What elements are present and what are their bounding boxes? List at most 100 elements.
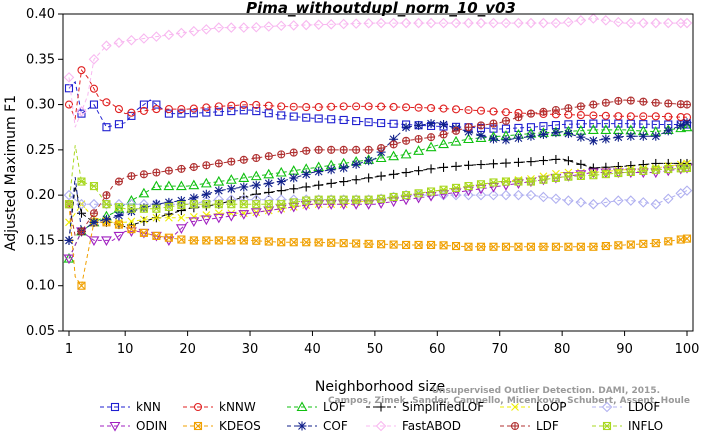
data-point-odin — [275, 204, 287, 215]
legend-marker-loop — [511, 403, 519, 411]
legend-item-inflo: INFLO — [592, 419, 663, 433]
data-point-cof — [364, 156, 374, 166]
data-point-cof — [326, 165, 336, 175]
data-point-odin — [63, 254, 75, 265]
legend-marker-knnw — [193, 402, 203, 412]
data-point-kdeos — [314, 238, 323, 247]
data-point-fastabod — [113, 37, 125, 48]
data-point-kdeos — [539, 242, 548, 251]
data-point-simplifiedlof — [464, 160, 474, 170]
data-point-simplifiedlof — [289, 184, 299, 194]
legend-label-ldf: LDF — [536, 419, 559, 433]
data-point-kdeos — [189, 236, 198, 245]
data-point-knnw — [289, 102, 298, 111]
data-point-simplifiedlof — [576, 159, 586, 169]
data-point-lof — [681, 121, 693, 132]
data-point-ldf — [289, 148, 298, 157]
data-point-fastabod — [213, 22, 225, 33]
data-point-knn — [202, 108, 211, 117]
data-point-inflo — [139, 204, 148, 213]
data-point-fastabod — [662, 17, 674, 29]
data-point-loop — [177, 213, 186, 222]
data-point-lof — [587, 124, 599, 134]
data-point-fastabod — [63, 72, 75, 83]
data-point-knn — [239, 106, 248, 115]
plot-frame — [62, 13, 694, 332]
data-point-simplifiedlof — [563, 156, 573, 166]
data-point-ldof — [201, 196, 212, 207]
data-point-fastabod — [325, 19, 337, 30]
data-point-loop — [214, 209, 223, 218]
data-point-knnw — [189, 104, 198, 113]
data-point-knn — [289, 112, 298, 121]
data-point-loop — [140, 215, 148, 224]
data-point-knnw — [576, 111, 585, 120]
data-point-ldf — [389, 140, 398, 149]
data-point-kdeos — [252, 236, 261, 245]
data-point-knn — [252, 107, 261, 116]
data-point-cof — [501, 135, 511, 145]
data-point-simplifiedlof — [488, 159, 498, 169]
data-point-inflo — [526, 177, 535, 186]
data-point-fastabod — [201, 24, 212, 35]
data-point-knn — [264, 109, 273, 118]
watermark-line-2: Campos, Zimek, Sander, Campello, Micenko… — [328, 396, 690, 406]
data-point-kdeos — [364, 239, 373, 248]
data-point-knnw — [389, 102, 398, 111]
data-point-knn — [364, 118, 373, 127]
data-point-knn — [177, 109, 186, 118]
data-point-cof — [401, 122, 411, 132]
data-point-ldf — [427, 133, 436, 142]
data-point-odin — [363, 200, 375, 210]
data-point-odin — [88, 236, 100, 247]
data-point-simplifiedlof — [76, 208, 86, 218]
data-point-simplifiedlof — [301, 182, 311, 192]
series-knnw — [64, 66, 692, 122]
data-point-cof — [576, 132, 586, 142]
data-point-lof — [213, 175, 225, 186]
data-point-inflo — [352, 195, 361, 204]
data-point-cof — [339, 163, 349, 173]
data-point-fastabod — [525, 17, 537, 29]
data-point-fastabod — [600, 15, 612, 26]
data-point-cof — [101, 214, 111, 224]
x-tick-label: 50 — [367, 342, 384, 357]
legend-marker-ldof — [601, 401, 613, 413]
data-point-knnw — [614, 112, 623, 121]
data-point-cof — [426, 119, 436, 129]
data-point-cof — [251, 180, 261, 190]
data-point-kdeos — [227, 236, 236, 245]
data-point-simplifiedlof — [476, 160, 486, 170]
data-point-ldof — [588, 198, 599, 210]
data-point-cof — [376, 147, 386, 157]
x-tick-label: 80 — [554, 342, 571, 357]
legend-item-fastabod: FastABOD — [366, 419, 461, 433]
data-point-knnw — [227, 101, 236, 110]
data-point-odin — [388, 197, 400, 208]
data-point-kdeos — [439, 241, 448, 250]
legend-label-odin: ODIN — [136, 419, 167, 433]
legend-label-loop: LoOP — [536, 400, 567, 414]
data-point-inflo — [239, 200, 248, 209]
data-point-simplifiedlof — [139, 216, 149, 226]
data-point-cof — [613, 132, 623, 142]
x-tick-label: 100 — [675, 342, 700, 357]
x-tick-label: 20 — [179, 342, 196, 357]
data-point-fastabod — [538, 17, 549, 29]
data-point-knnw — [202, 103, 211, 112]
data-point-cof — [651, 131, 661, 141]
data-point-cof — [551, 128, 561, 138]
y-axis-label: Adjusted Maximum F1 — [3, 95, 19, 251]
data-point-odin — [425, 191, 437, 202]
data-point-knnw — [277, 102, 286, 111]
data-point-fastabod — [363, 17, 374, 29]
data-point-simplifiedlof — [513, 157, 523, 167]
data-point-ldf — [651, 98, 660, 107]
series-cof — [64, 118, 692, 245]
data-point-inflo — [377, 194, 386, 203]
y-tick-label: 0.35 — [26, 52, 55, 67]
data-point-cof — [563, 129, 573, 139]
legend-item-simplifiedlof: SimplifiedLOF — [366, 400, 484, 414]
data-point-ldf — [189, 163, 198, 172]
legend-label-inflo: INFLO — [628, 419, 663, 433]
